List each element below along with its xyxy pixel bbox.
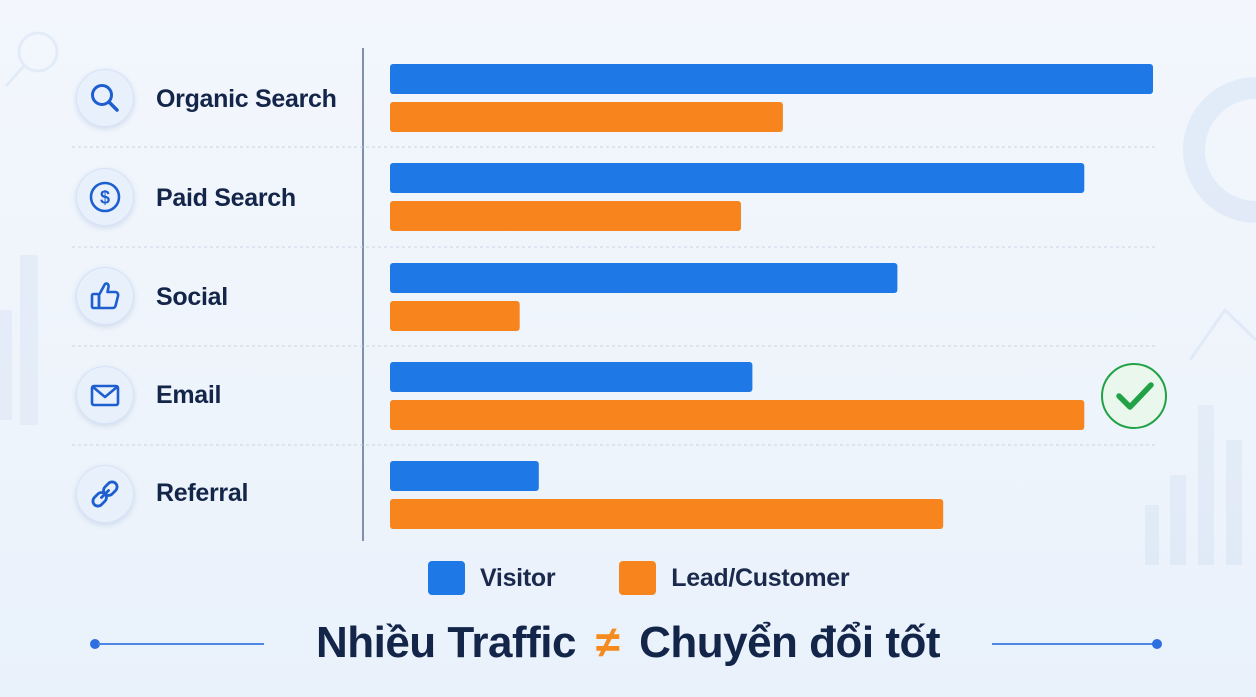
bar-lead-customer-email (390, 400, 1085, 430)
not-equal-symbol: ≠ (595, 618, 620, 667)
bar-visitor-email (390, 362, 753, 392)
bar-visitor-social (390, 263, 898, 293)
legend-label-visitor: Visitor (480, 563, 556, 592)
footer-title: Nhiều Traffic ≠ Chuyển đổi tốt (0, 618, 1256, 668)
footer-banner: Nhiều Traffic ≠ Chuyển đổi tốt (0, 616, 1256, 676)
bar-lead-customer-referral (390, 499, 944, 529)
bar-lead-customer-social (390, 301, 520, 331)
bar-lead-customer-paid-search (390, 201, 741, 231)
legend-item-visitor: Visitor (428, 561, 556, 595)
row-label-paid-search: Paid Search (156, 184, 296, 212)
footer-title-left: Nhiều Traffic (315, 618, 577, 667)
dollar-circle-icon: $ (76, 168, 134, 226)
legend-swatch-visitor (428, 561, 465, 595)
envelope-icon (76, 366, 134, 424)
bar-visitor-paid-search (390, 163, 1085, 193)
row-label-referral: Referral (156, 479, 249, 507)
thumbs-up-icon (76, 267, 134, 325)
legend-label-lead: Lead/Customer (671, 563, 850, 592)
link-icon (76, 465, 134, 523)
footer-line-right (992, 643, 1156, 645)
chart-legend: Visitor Lead/Customer (428, 561, 850, 595)
legend-item-lead: Lead/Customer (619, 561, 850, 595)
bar-visitor-organic-search (390, 64, 1153, 94)
check-circle-icon (1101, 363, 1167, 429)
row-label-organic-search: Organic Search (156, 85, 337, 113)
legend-swatch-lead (619, 561, 657, 595)
footer-title-right: Chuyển đổi tốt (639, 618, 941, 667)
footer-line-left (98, 643, 264, 645)
footer-dot-left (90, 639, 100, 649)
row-label-email: Email (156, 381, 222, 409)
search-icon (76, 69, 134, 127)
row-label-social: Social (156, 283, 228, 311)
footer-dot-right (1152, 639, 1162, 649)
bar-lead-customer-organic-search (390, 102, 783, 132)
bar-visitor-referral (390, 461, 539, 491)
svg-text:$: $ (100, 188, 110, 208)
